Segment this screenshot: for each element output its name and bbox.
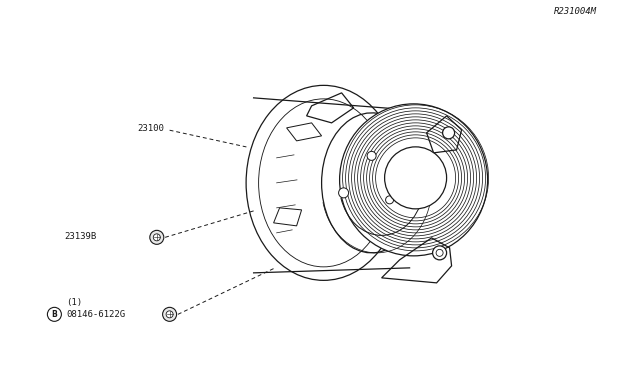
Ellipse shape bbox=[385, 196, 394, 204]
Ellipse shape bbox=[367, 151, 376, 160]
Ellipse shape bbox=[163, 307, 177, 321]
Text: 23100: 23100 bbox=[138, 124, 164, 133]
Text: 08146-6122G: 08146-6122G bbox=[67, 310, 125, 319]
Ellipse shape bbox=[166, 311, 173, 318]
Ellipse shape bbox=[150, 230, 164, 244]
Ellipse shape bbox=[433, 246, 447, 260]
Ellipse shape bbox=[385, 147, 447, 209]
Ellipse shape bbox=[339, 188, 349, 198]
Text: B: B bbox=[52, 310, 57, 319]
Ellipse shape bbox=[443, 127, 454, 139]
Text: 23139B: 23139B bbox=[64, 232, 96, 241]
Text: R231004M: R231004M bbox=[554, 7, 596, 16]
Text: (1): (1) bbox=[67, 298, 83, 307]
Ellipse shape bbox=[154, 234, 160, 241]
Ellipse shape bbox=[340, 104, 488, 256]
